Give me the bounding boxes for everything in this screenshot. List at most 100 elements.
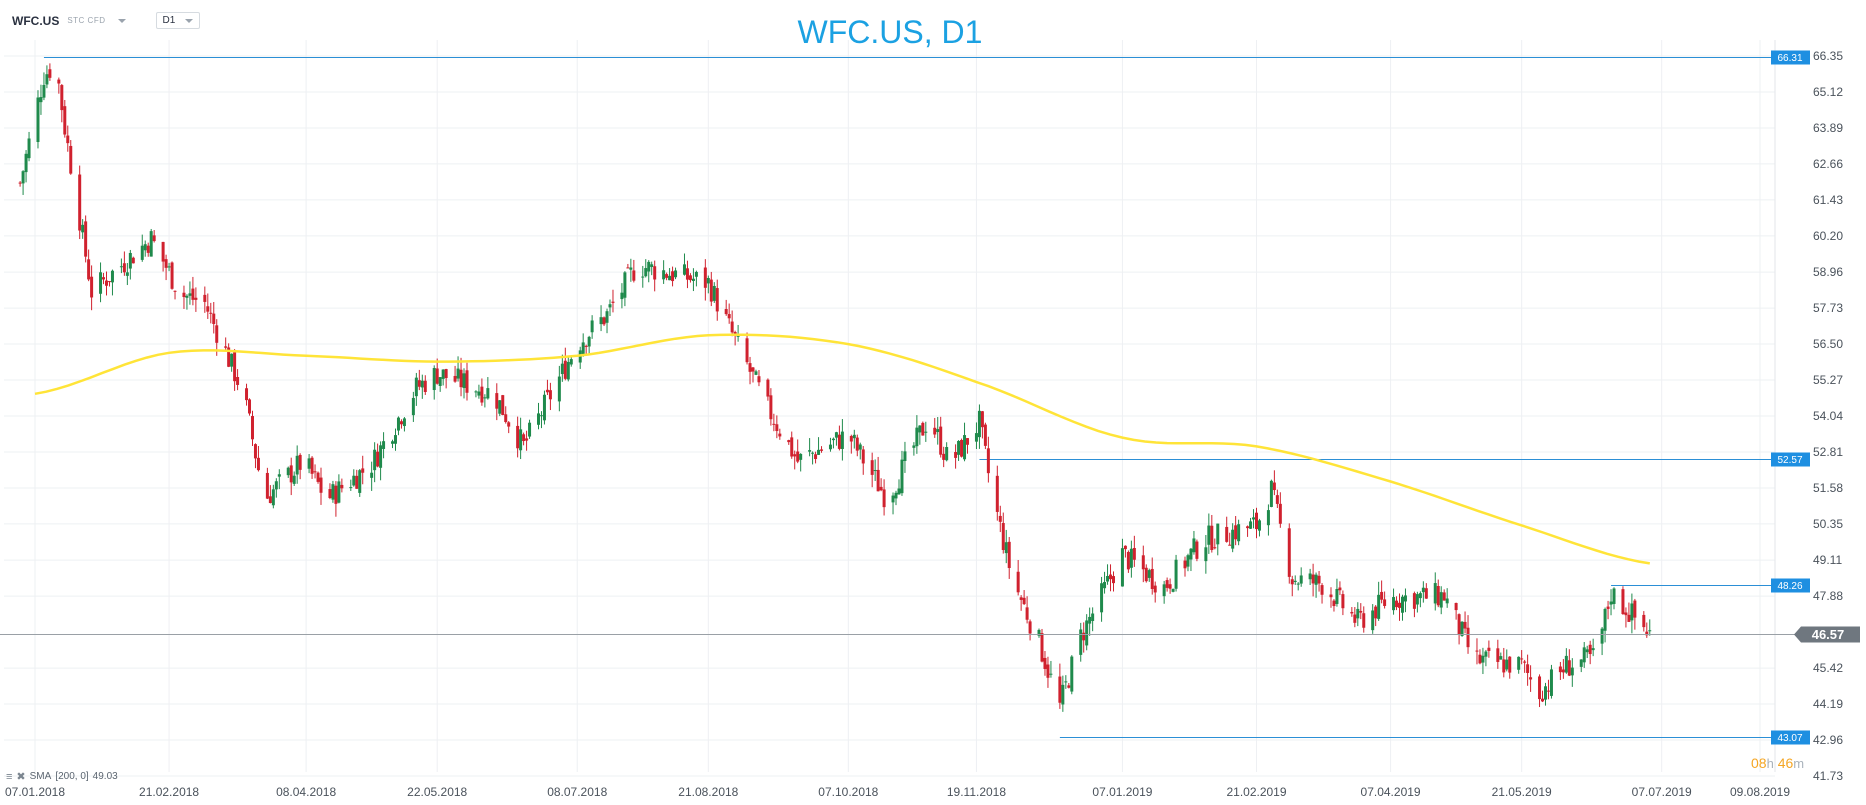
candle-down	[1606, 606, 1610, 609]
candle-up	[536, 413, 540, 425]
candle-up	[1192, 538, 1196, 553]
candle-down	[1561, 669, 1565, 673]
candle-down	[1508, 656, 1512, 673]
candle-up	[1415, 594, 1419, 605]
candle-up	[736, 335, 740, 337]
candle-up	[477, 391, 481, 396]
candle-up	[402, 418, 406, 427]
candle-up	[1049, 673, 1053, 675]
candle-up	[1091, 613, 1095, 621]
candle-up	[894, 492, 898, 499]
candle-down	[212, 313, 216, 324]
candle-down	[236, 376, 240, 385]
candle-up	[1085, 620, 1089, 646]
symbol-label[interactable]: WFC.US	[12, 13, 60, 28]
level-tag-label: 48.26	[1777, 581, 1802, 592]
candle-down	[983, 424, 987, 446]
candle-up	[1186, 555, 1190, 567]
candle-up	[682, 264, 686, 275]
candle-up	[119, 266, 123, 268]
y-tick-label: 44.19	[1813, 697, 1843, 711]
candle-up	[36, 97, 40, 142]
x-tick-label: 07.01.2018	[5, 785, 65, 799]
candle-up	[587, 336, 591, 347]
timeframe-select[interactable]: D1	[155, 12, 201, 29]
candle-down	[376, 451, 380, 467]
y-tick-label: 58.96	[1813, 265, 1843, 279]
candle-up	[1371, 610, 1375, 631]
candle-down	[1546, 690, 1550, 692]
candle-up	[828, 444, 832, 450]
candle-down	[548, 390, 552, 400]
chevron-down-icon[interactable]	[117, 18, 126, 23]
candle-down	[298, 454, 302, 470]
candle-up	[379, 445, 383, 468]
candle-up	[831, 438, 835, 441]
candle-down	[453, 375, 457, 382]
candle-down	[1642, 614, 1646, 628]
candle-up	[754, 371, 758, 375]
candle-up	[1266, 510, 1270, 526]
candle-up	[277, 474, 281, 477]
candle-down	[772, 423, 776, 425]
y-tick-label: 52.81	[1813, 445, 1843, 459]
candle-down	[653, 266, 657, 280]
candle-down	[63, 106, 67, 135]
candle-down	[1362, 613, 1366, 628]
indicator-name: SMA	[29, 771, 52, 782]
candle-up	[1171, 588, 1175, 592]
candle-up	[977, 410, 981, 438]
candle-down	[1111, 576, 1115, 584]
candle-down	[787, 440, 791, 443]
candle-up	[1356, 608, 1360, 619]
candle-down	[215, 325, 219, 343]
candle-up	[24, 153, 28, 173]
candle-up	[936, 429, 940, 433]
candle-up	[1147, 570, 1151, 578]
candle-down	[1025, 607, 1029, 620]
list-icon[interactable]: ≡	[6, 770, 13, 783]
candle-down	[626, 267, 630, 269]
candle-down	[1320, 585, 1324, 595]
candle-down	[319, 477, 323, 493]
candle-up	[808, 450, 812, 452]
x-tick-label: 21.05.2019	[1492, 785, 1552, 799]
candle-down	[602, 317, 606, 325]
candle-up	[391, 441, 395, 444]
candle-up	[45, 74, 49, 85]
candle-up	[1460, 621, 1464, 636]
candle-down	[1040, 633, 1044, 662]
candle-down	[1332, 600, 1336, 607]
instrument-tag: STC CFD	[67, 16, 106, 25]
candle-up	[1174, 559, 1178, 589]
candle-down	[1466, 627, 1470, 648]
close-icon[interactable]: ✖	[16, 771, 26, 783]
candle-up	[1439, 592, 1443, 608]
candle-up	[528, 422, 532, 437]
candle-down	[465, 370, 469, 393]
candle-up	[712, 285, 716, 301]
sma-line	[34, 333, 1651, 565]
candle-down	[769, 395, 773, 420]
candle-down	[1007, 541, 1011, 569]
candle-up	[81, 224, 85, 233]
candle-down	[1290, 579, 1294, 585]
horizontal-levels: 66.31 52.57 48.26 43.07	[43, 50, 1810, 745]
candle-down	[161, 241, 165, 262]
candle-up	[396, 417, 400, 431]
candle-down	[355, 475, 359, 489]
candle-timer: 08h 46m	[1751, 755, 1804, 771]
candle-down	[563, 360, 567, 379]
candle-up	[42, 84, 46, 98]
y-tick-label: 50.35	[1813, 517, 1843, 531]
y-axis: 66.35 65.12 63.89 62.66 61.43 60.20 58.96 57.73…	[1813, 49, 1843, 783]
candle-down	[1454, 602, 1458, 611]
candle-down	[1627, 614, 1631, 622]
candle-down	[793, 454, 797, 457]
candle-up	[39, 97, 43, 103]
candle-down	[1338, 587, 1342, 591]
candle-down	[435, 368, 439, 384]
candle-down	[57, 79, 61, 84]
candle-down	[191, 288, 195, 300]
